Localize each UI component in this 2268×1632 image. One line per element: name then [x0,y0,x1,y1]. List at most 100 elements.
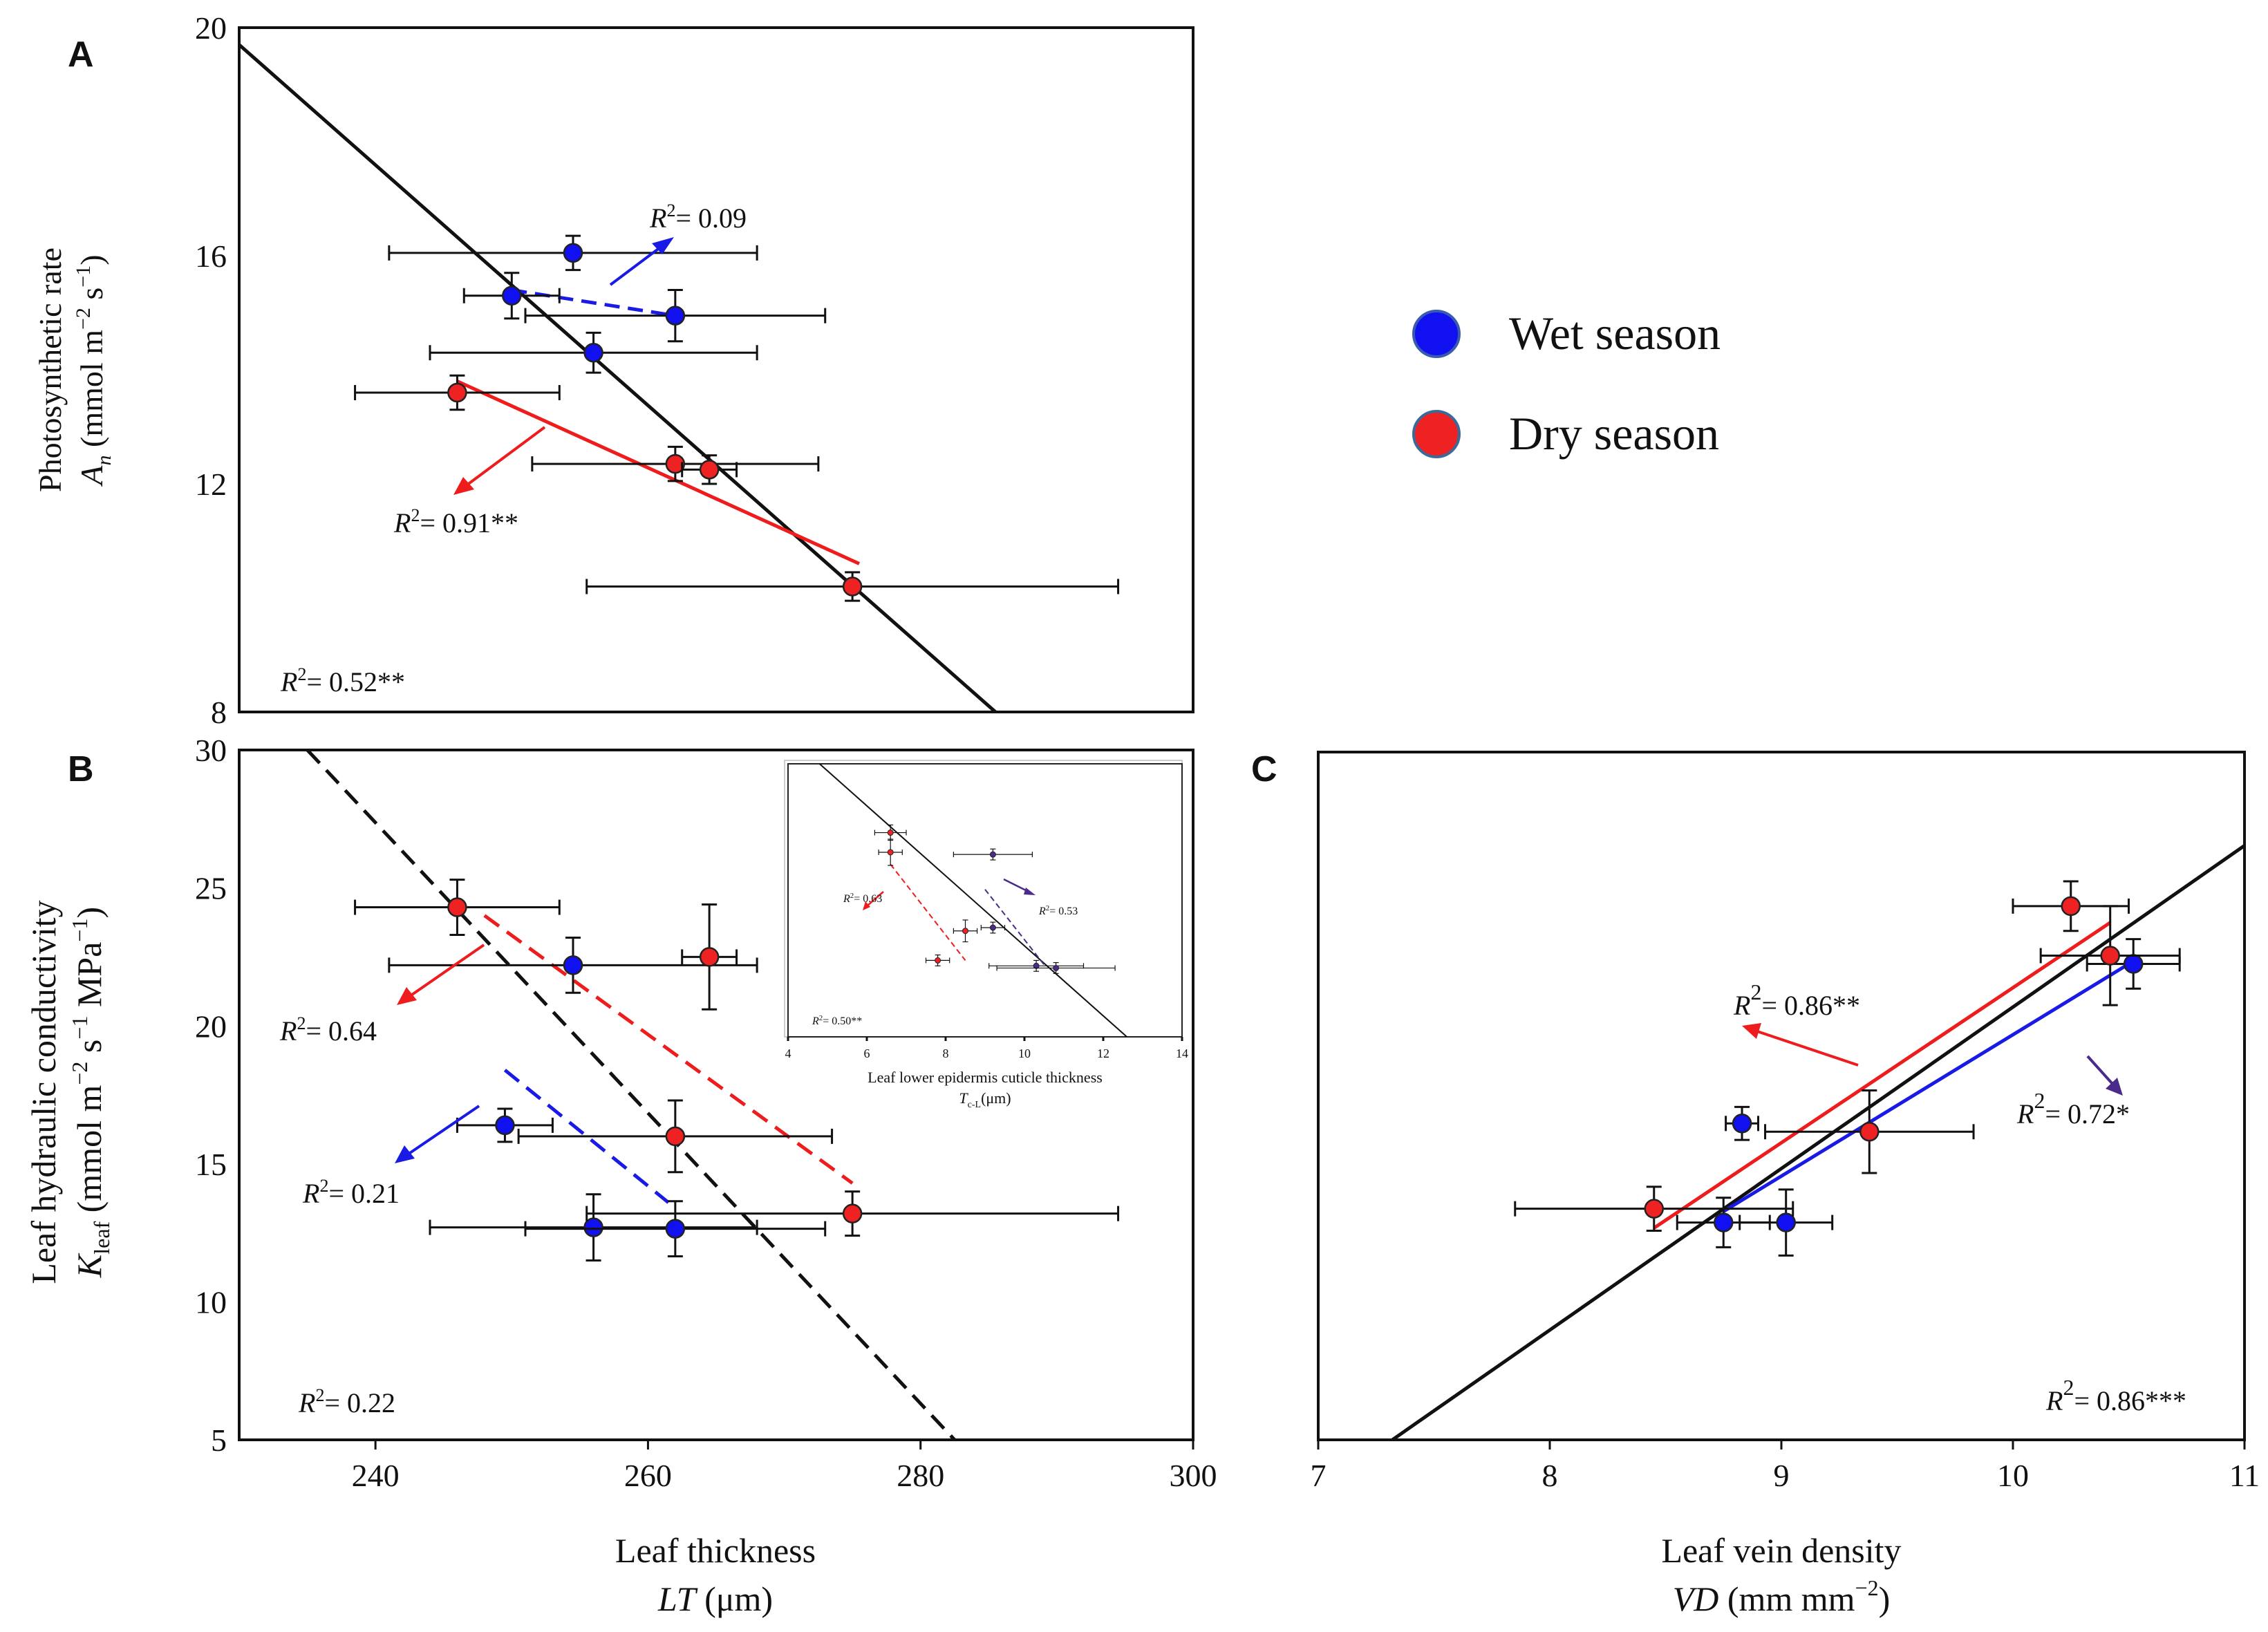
panel-c-wet-marker-1 [2123,954,2144,974]
panel-a-wet-marker-4 [583,343,603,363]
panel-b-dry-fit-line [483,914,854,1185]
panel-c-wet-marker-3 [1714,1212,1734,1232]
inset-wet-point-1 [953,848,1033,861]
panel-b-wet-arrow [406,1105,480,1156]
inset-x-tick-14: 14 [1176,1047,1188,1060]
inset-dry-point-4 [925,954,950,966]
panel-b-x-tick-280: 280 [897,1458,944,1493]
panel-b-y-ticks: 5 10 15 20 25 30 [195,733,227,1458]
inset-x-tick-4: 4 [785,1047,791,1060]
panel-a-dry-arrowhead [453,477,474,495]
panel-a-dry-point-1 [354,374,561,411]
svg-text:Leaf hydraulic conductivity: Leaf hydraulic conductivity [24,900,63,1284]
inset-dry-fit-line [890,863,966,962]
panel-a-y-tick-8: 8 [211,695,227,730]
panel-c-wet-arrow [2086,1055,2114,1085]
inset-wet-arrowhead [1024,888,1035,895]
inset-x-label-line2: Tc-L(μm) [959,1089,1011,1110]
panel-c-x-tick-7: 7 [1311,1458,1327,1493]
panel-b-dry-arrowhead [397,987,417,1005]
inset-wet-fit-line [984,889,1045,966]
panel-a-y-ticks: 8 12 16 20 [195,10,227,730]
panel-b-wet-marker-2 [495,1115,515,1136]
panel-a-dry-point-3 [681,454,738,485]
panel-b-overall-fit-line [306,749,956,1441]
panel-b-frame [238,749,1194,1441]
inset-dry-arrowhead [863,901,870,910]
inset-wet-point-2 [980,921,1006,934]
panel-c-x-tick-10: 10 [1997,1458,2029,1493]
svg-text:Photosynthetic rate: Photosynthetic rate [32,247,68,492]
panel-b-dry-point-1 [354,879,561,936]
legend-wet-marker [1412,310,1461,358]
panel-c-dry-point-3 [1764,1089,1975,1174]
panel-a-r2-wet: R2= 0.09 [649,200,747,234]
panel-b-wet-marker-4 [665,1219,686,1239]
inset-wet-marker-3 [1033,962,1040,969]
panel-b-wet-fit-line [503,1069,670,1204]
panel-c-dry-marker-2 [2100,946,2120,966]
panel-c-lines [1391,844,2246,1442]
panel-c-wet-point-4 [1739,1188,1834,1257]
panel-c-r2-wet: R2= 0.72* [2016,1088,2130,1129]
legend-wet-label: Wet season [1509,307,1721,359]
panel-c-dry-fit-line [1653,921,2112,1230]
panel-c-dry-marker-4 [1644,1199,1664,1219]
panel-a-wet-point-2 [462,272,561,320]
panel-label-c: C [1251,749,1277,789]
panel-a-wet-marker-1 [563,243,583,263]
inset-x-tick-12: 12 [1097,1047,1109,1060]
inset-dry-marker-1 [887,829,894,836]
panel-b-x-tick-300: 300 [1170,1458,1217,1493]
panel-a-frame [238,26,1194,713]
panel-c-dry-point-4 [1514,1185,1794,1232]
panel-c-dry-arrowhead [1742,1023,1761,1039]
panel-b-inset: 4 6 8 10 12 14 R2= 0.63 R2= 0.53 R2= 0.50** L… [784,760,1188,1110]
panel-b-lines [306,749,956,1441]
inset-r2-overall: R2= 0.50** [812,1014,862,1027]
inset-x-label-line1: Leaf lower epidermis cuticle thickness [868,1069,1103,1086]
panel-b-y-tick-5: 5 [211,1423,227,1458]
panel-c-r2-overall: R2= 0.86*** [2045,1375,2186,1416]
inset-overall-fit-line [818,763,1127,1038]
panel-a: 8 12 16 20 R2= 0.09 R2= 0.91** R2= 0.52** P… [32,10,1194,730]
panel-c-wet-fit-line [1722,959,2135,1213]
panel-b-wet-point-3 [429,1193,758,1262]
panel-c-x-ticks: 7 8 9 10 11 [1311,1440,2260,1493]
panel-c-overall-fit-line [1391,844,2246,1442]
panel-a-wet-arrow [609,246,662,286]
panel-b-y-tick-10: 10 [195,1285,227,1320]
inset-wet-arrow [1003,878,1029,893]
inset-x-tick-10: 10 [1018,1047,1031,1060]
panel-b-r2-overall: R2= 0.22 [298,1385,395,1418]
panel-a-dry-marker-3 [699,460,720,480]
panel-c-frame [1317,751,2246,1441]
panel-a-r2-dry: R2= 0.91** [393,505,518,538]
panel-c: 7 8 9 10 11 R2= 0.86** R2= 0.72* R2= 0.86***… [1311,751,2260,1618]
panel-b-wet-arrowhead [395,1145,415,1163]
inset-wet-point-3 [988,959,1085,972]
panel-b-x-tick-260: 260 [624,1458,672,1493]
panel-b-dry-arrow [409,944,485,997]
panel-a-y-tick-20: 20 [195,10,227,46]
panel-b-points [354,879,1120,1262]
inset-dry-point-3 [953,919,978,943]
inset-dry-point-2 [878,838,903,866]
panel-b-y-tick-25: 25 [195,871,227,906]
panel-c-r2-dry: R2= 0.86** [1733,979,1860,1021]
panel-c-wet-point-2 [1725,1105,1759,1141]
panel-b-dry-marker-4 [842,1203,863,1223]
panel-b-wet-point-2 [456,1107,554,1143]
panel-a-wet-point-4 [429,331,758,374]
panel-b-y-tick-20: 20 [195,1009,227,1044]
panel-a-dry-point-2 [531,445,820,482]
panel-a-r2-overall: R2= 0.52** [280,664,405,697]
panel-a-points [354,234,1120,602]
panel-c-wet-marker-4 [1776,1212,1796,1232]
panel-a-dry-marker-1 [447,382,467,403]
panel-c-x-tick-8: 8 [1542,1458,1558,1493]
panel-c-dry-point-2 [2039,905,2181,1006]
svg-text:An (mmol m−2 s−1): An (mmol m−2 s−1) [72,254,115,487]
inset-frame [787,763,1183,1038]
